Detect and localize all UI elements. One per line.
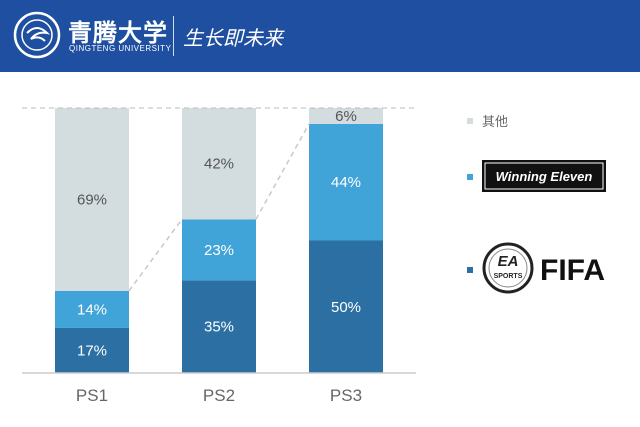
- bar-ps2-winning-eleven: [182, 219, 256, 281]
- header-banner: 青腾大学 QINGTENG UNIVERSITY 生长即未来: [0, 0, 640, 72]
- bars-layer: [55, 108, 383, 373]
- data-label-ps1-fifa: 17%: [77, 342, 107, 359]
- university-name-en: QINGTENG UNIVERSITY: [69, 44, 172, 53]
- data-label-ps2-fifa: 35%: [204, 319, 234, 336]
- winning-eleven-logo: Winning Eleven: [482, 160, 606, 192]
- svg-text:Winning Eleven: Winning Eleven: [496, 169, 593, 184]
- connector-lines: [128, 123, 310, 292]
- legend: 其他 Winning Eleven EA SPORTS FIFA: [467, 115, 606, 294]
- bar-ps1-other: [55, 108, 129, 291]
- x-tick-labels: PS1 PS2 PS3: [76, 386, 362, 405]
- data-label-ps2-winning-eleven: 23%: [204, 242, 234, 259]
- legend-swatch-other: [467, 118, 473, 124]
- legend-swatch-fifa: [467, 267, 473, 273]
- data-label-ps3-fifa: 50%: [331, 299, 361, 316]
- bar-ps2-fifa: [182, 280, 256, 373]
- legend-swatch-winning-eleven: [467, 174, 473, 180]
- connector-line-1: [128, 218, 183, 292]
- ea-sports-fifa-logo: EA SPORTS FIFA: [482, 242, 605, 294]
- x-tick-ps2: PS2: [203, 386, 235, 405]
- data-label-ps1-winning-eleven: 14%: [77, 301, 107, 318]
- university-seal-logo: [13, 11, 61, 59]
- stacked-bar-chart: 17% 14% 69% 35% 23% 42% 50% 44% 6% PS1 PS2 PS3 其他 …: [22, 107, 606, 405]
- legend-label-other: 其他: [482, 115, 508, 130]
- connector-line-2: [255, 123, 310, 220]
- data-label-ps2-other: 42%: [204, 156, 234, 173]
- svg-text:FIFA: FIFA: [540, 254, 605, 287]
- bar-ps3-fifa: [309, 240, 383, 373]
- bar-ps1-fifa: [55, 327, 129, 373]
- bar-ps1-winning-eleven: [55, 290, 129, 328]
- labels-layer: 17% 14% 69% 35% 23% 42% 50% 44% 6%: [77, 108, 361, 360]
- bar-ps2-other: [182, 108, 256, 220]
- university-name: 青腾大学: [68, 19, 168, 47]
- svg-text:EA: EA: [498, 253, 519, 270]
- data-label-ps3-other: 6%: [335, 108, 357, 125]
- x-tick-ps1: PS1: [76, 386, 108, 405]
- slogan: 生长即未来: [183, 26, 283, 50]
- x-tick-ps3: PS3: [330, 386, 362, 405]
- header-divider: [173, 16, 174, 56]
- bar-ps3-other: [309, 108, 383, 124]
- svg-text:SPORTS: SPORTS: [494, 273, 523, 280]
- data-label-ps1-other: 69%: [77, 191, 107, 208]
- data-label-ps3-winning-eleven: 44%: [331, 174, 361, 191]
- bar-ps3-winning-eleven: [309, 123, 383, 241]
